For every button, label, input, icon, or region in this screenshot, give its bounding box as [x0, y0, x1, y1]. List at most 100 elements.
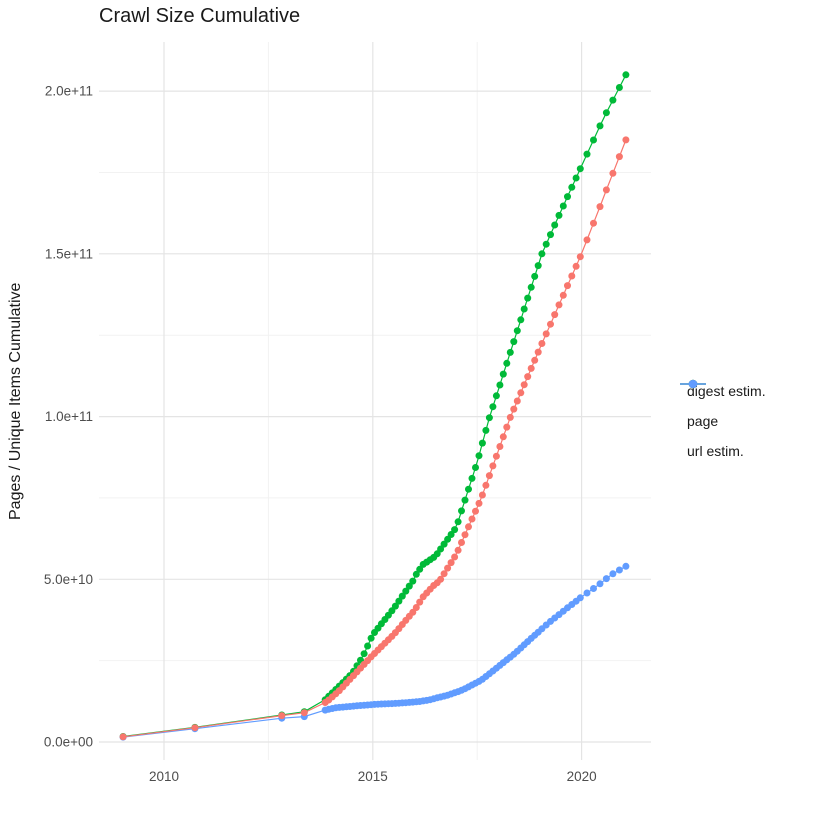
data-point-page [465, 485, 472, 493]
data-point-page [513, 327, 521, 335]
data-point-page [517, 316, 525, 324]
data-point-digest-estim [559, 291, 567, 299]
data-point-digest-estim [538, 340, 546, 347]
data-point-page [468, 474, 476, 482]
data-point-digest-estim [416, 598, 424, 606]
data-point-page [405, 582, 413, 590]
data-point-page [583, 150, 591, 158]
data-point-digest-estim [492, 452, 500, 460]
data-point-page [622, 71, 630, 79]
data-point-digest-estim [534, 348, 542, 356]
data-point-digest-estim [520, 381, 528, 389]
data-point-digest-estim [568, 272, 576, 280]
data-point-page [503, 359, 511, 367]
data-point-digest-estim [468, 515, 476, 523]
legend-key-url-estim-icon [680, 379, 706, 389]
data-point-page [527, 283, 535, 291]
data-point-page [451, 526, 459, 534]
legend-label-page: page [687, 413, 719, 429]
x-tick-label: 2015 [358, 769, 388, 784]
data-point-digest-estim [551, 311, 559, 319]
x-tick-label: 2020 [567, 769, 597, 784]
data-point-page [458, 507, 465, 515]
data-point-digest-estim [576, 253, 584, 261]
data-point-url-estim [590, 585, 597, 592]
data-point-page [555, 211, 563, 219]
data-point-digest-estim [531, 356, 539, 364]
data-point-page [412, 570, 420, 578]
data-point-page [564, 193, 571, 201]
data-point-page [534, 262, 542, 270]
series-line-page [123, 74, 627, 738]
data-point-digest-estim [564, 282, 571, 290]
data-point-digest-estim [496, 443, 504, 450]
data-point-page [572, 174, 580, 182]
data-point-page [478, 439, 486, 447]
data-point-url-estim [609, 570, 617, 578]
data-point-digest-estim [119, 733, 127, 741]
data-point-digest-estim [542, 330, 550, 338]
data-point-url-estim [576, 594, 584, 602]
data-point-digest-estim [572, 262, 580, 270]
data-point-digest-estim [499, 433, 507, 441]
data-point-digest-estim [527, 364, 535, 372]
y-tick-label: 2.0e+11 [45, 84, 93, 99]
y-axis-title: Pages / Unique Items Cumulative [7, 282, 24, 520]
data-point-digest-estim [444, 564, 452, 572]
data-point-page [364, 642, 372, 650]
data-point-page [489, 403, 497, 411]
data-point-digest-estim [590, 219, 597, 227]
data-point-page [367, 634, 375, 642]
data-point-digest-estim [547, 320, 554, 328]
data-point-digest-estim [300, 709, 308, 717]
data-point-page [499, 370, 507, 378]
data-point-digest-estim [458, 539, 465, 546]
data-point-digest-estim [555, 301, 563, 309]
x-tick-label: 2010 [149, 769, 179, 784]
data-point-page [615, 84, 623, 91]
data-point-page [398, 592, 406, 600]
data-point-page [547, 231, 554, 239]
series-line-digest-estim [123, 139, 627, 738]
legend-label-digest-estim: digest estim. [687, 383, 766, 399]
data-point-page [440, 540, 448, 548]
data-point-page [524, 294, 532, 302]
data-point-page [496, 381, 504, 389]
y-tick-label: 5.0e+10 [44, 572, 93, 587]
data-point-page [531, 272, 539, 280]
data-point-digest-estim [583, 236, 591, 244]
data-point-page [542, 240, 550, 248]
data-point-digest-estim [472, 507, 479, 515]
y-tick-label: 0.0e+00 [44, 735, 93, 750]
data-point-digest-estim [412, 604, 420, 611]
data-point-page [461, 496, 469, 504]
y-tick-label: 1.0e+11 [45, 409, 93, 424]
legend-item-page: page [678, 379, 766, 436]
data-point-digest-estim [602, 186, 610, 194]
data-point-digest-estim [440, 570, 448, 578]
data-point-digest-estim [451, 553, 459, 561]
data-point-page [551, 221, 559, 229]
legend-label-url-estim: url estim. [687, 443, 744, 459]
data-point-digest-estim [447, 559, 455, 567]
data-point-page [402, 587, 410, 595]
data-point-digest-estim [478, 491, 486, 499]
data-point-digest-estim [510, 405, 518, 413]
data-point-digest-estim [409, 608, 417, 616]
data-point-page [596, 122, 604, 130]
data-point-page [538, 250, 546, 258]
data-point-digest-estim [475, 499, 483, 507]
data-point-page [576, 165, 584, 173]
data-point-page [520, 305, 528, 313]
data-point-digest-estim [609, 169, 617, 177]
data-point-page [475, 452, 483, 460]
data-point-digest-estim [482, 481, 490, 489]
data-point-page [568, 183, 576, 191]
data-point-digest-estim [524, 373, 532, 381]
data-point-page [391, 602, 399, 610]
data-point-digest-estim [191, 724, 199, 732]
legend-item-url-estim: url estim. [678, 379, 766, 466]
data-point-page [559, 202, 567, 210]
